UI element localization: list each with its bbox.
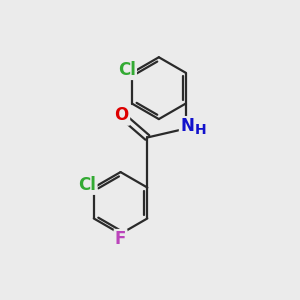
Text: H: H: [195, 123, 207, 137]
Text: O: O: [115, 106, 129, 124]
Text: N: N: [180, 117, 194, 135]
Text: F: F: [115, 230, 126, 248]
Text: Cl: Cl: [78, 176, 96, 194]
Text: Cl: Cl: [118, 61, 136, 79]
